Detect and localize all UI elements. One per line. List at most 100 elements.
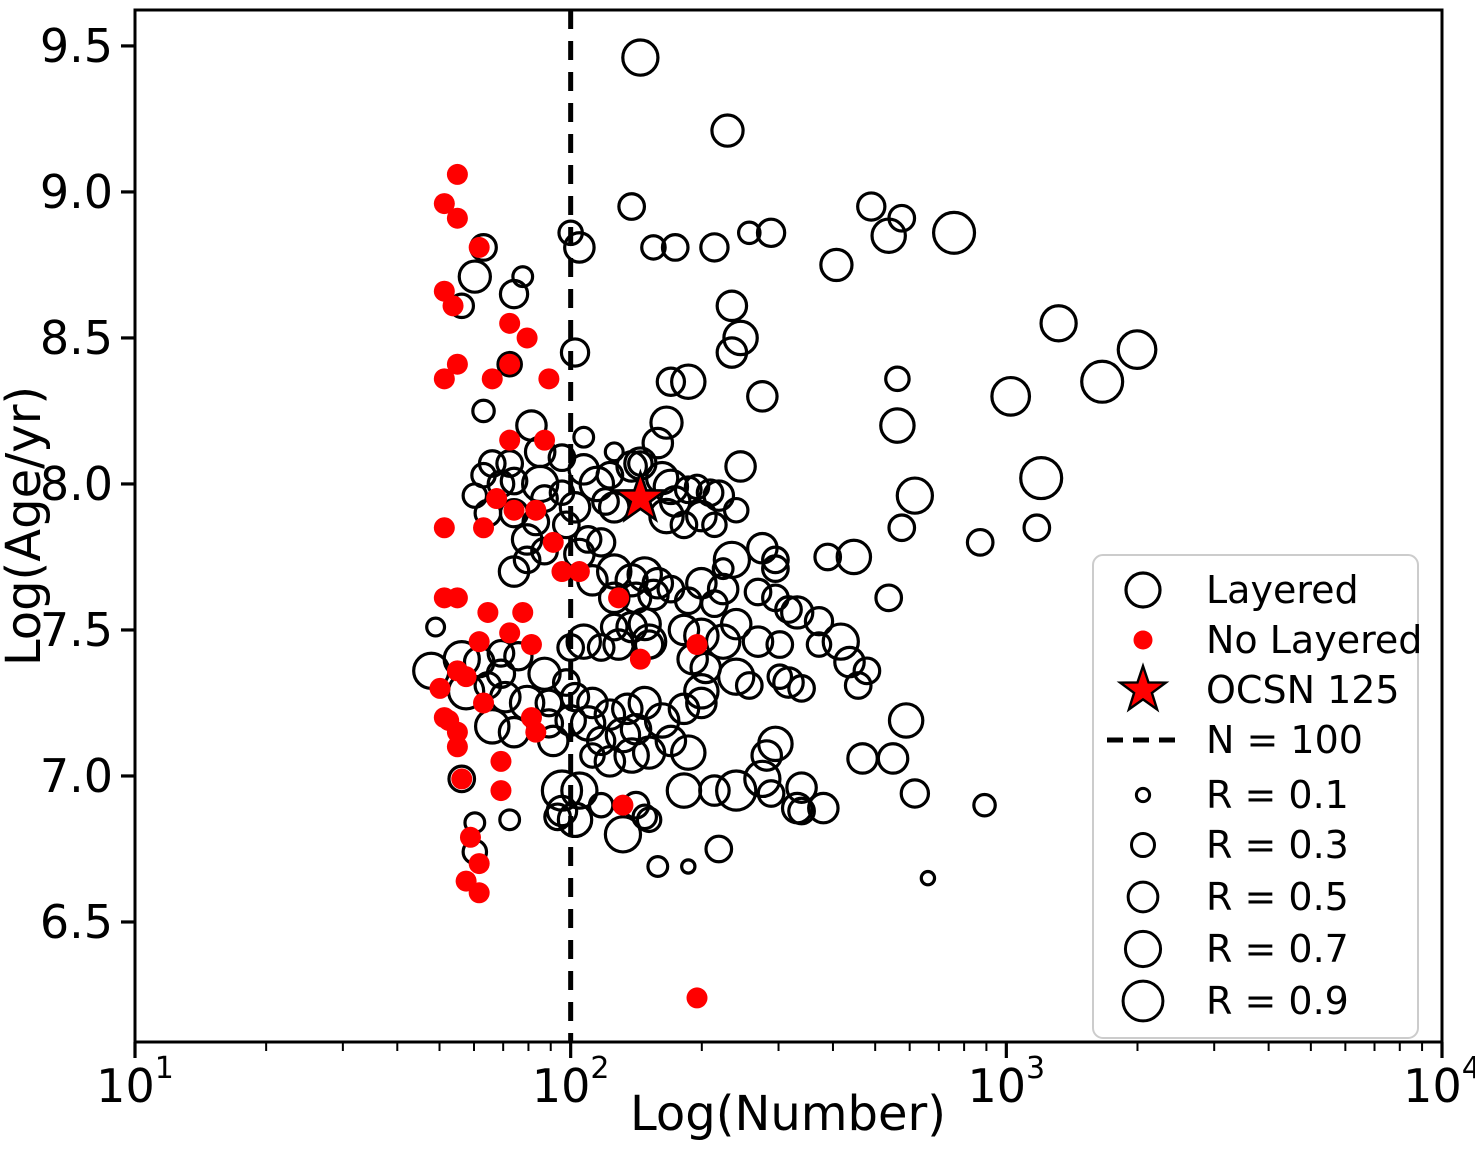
data-point-no-layered	[538, 368, 560, 390]
data-point-layered	[722, 319, 759, 357]
data-point-no-layered	[451, 768, 473, 790]
data-point-layered	[931, 210, 977, 255]
data-point-layered	[879, 407, 916, 444]
data-point-no-layered	[468, 882, 490, 904]
legend-label: N = 100	[1206, 718, 1363, 762]
data-point-layered	[990, 375, 1032, 417]
y-tick-label: 9.0	[40, 165, 113, 219]
data-point-layered	[556, 801, 594, 839]
data-point-no-layered	[433, 193, 455, 215]
data-point-layered	[972, 792, 997, 818]
legend-label: Layered	[1206, 568, 1359, 612]
data-point-layered	[640, 234, 667, 261]
data-point-no-layered	[503, 499, 525, 521]
data-point-layered	[699, 232, 730, 263]
data-point-layered	[586, 633, 616, 662]
data-point-layered	[667, 613, 701, 647]
data-point-layered	[572, 425, 596, 449]
data-point-layered	[567, 453, 601, 486]
data-point-layered	[819, 247, 854, 283]
data-point-layered	[565, 623, 603, 660]
data-point-layered	[870, 217, 907, 254]
data-point-no-layered	[433, 517, 455, 539]
data-point-layered	[660, 233, 690, 262]
data-point-layered	[587, 791, 615, 819]
data-point-layered	[613, 737, 650, 774]
data-point-layered	[670, 734, 707, 771]
data-point-no-layered	[446, 163, 468, 185]
data-point-no-layered	[486, 488, 508, 510]
data-point-no-layered	[455, 666, 477, 688]
data-point-no-layered	[429, 677, 451, 699]
data-point-layered	[602, 628, 635, 661]
data-point-layered	[497, 555, 531, 588]
data-point-layered	[761, 554, 790, 584]
data-point-layered	[899, 778, 931, 809]
data-point-layered	[724, 450, 757, 483]
y-axis-label: Log(Age/yr)	[0, 386, 52, 666]
data-point-layered	[579, 742, 606, 769]
data-point-layered	[473, 708, 511, 745]
data-point-layered	[884, 365, 911, 393]
data-point-layered	[670, 363, 707, 401]
legend-size-marker	[1129, 831, 1157, 859]
data-point-layered	[761, 545, 790, 575]
x-tick-label: 102	[532, 1051, 610, 1113]
axes-frame-layer	[133, 8, 1444, 1044]
legend-layered-marker	[1124, 571, 1162, 609]
legend-label: R = 0.7	[1206, 927, 1349, 971]
data-point-no-layered	[686, 987, 708, 1009]
data-point-layered	[471, 398, 496, 424]
legend-label: No Layered	[1206, 618, 1422, 662]
data-point-no-layered	[629, 648, 651, 670]
data-point-layered	[1039, 304, 1078, 343]
data-point-layered	[486, 638, 516, 668]
data-point-layered	[1022, 513, 1052, 543]
data-point-layered	[560, 771, 599, 810]
data-point-layered	[585, 725, 617, 757]
y-tick-label: 7.0	[40, 749, 113, 803]
data-point-no-layered	[499, 312, 521, 334]
data-point-layered	[843, 671, 873, 700]
data-point-layered	[734, 671, 764, 700]
data-point-layered	[813, 542, 843, 572]
legend-size-marker	[1134, 786, 1152, 804]
data-point-no-layered	[442, 295, 464, 317]
data-point-layered	[741, 625, 775, 658]
data-point-no-layered	[468, 631, 490, 653]
data-point-no-layered	[512, 601, 534, 623]
data-point-layered	[559, 337, 591, 368]
data-point-layered	[702, 479, 736, 512]
data-point-layered	[755, 217, 787, 249]
data-point-layered	[774, 595, 803, 624]
y-tick-label: 8.5	[40, 311, 113, 365]
data-point-no-layered	[473, 517, 495, 539]
legend-label: OCSN 125	[1206, 668, 1400, 712]
legend-label: R = 0.3	[1206, 823, 1349, 867]
data-point-layered	[461, 482, 489, 509]
data-point-layered	[706, 572, 740, 606]
data-point-no-layered	[477, 601, 499, 623]
data-point-layered	[750, 739, 784, 772]
data-point-layered	[846, 742, 879, 775]
data-point-layered	[617, 192, 647, 221]
data-point-layered	[756, 779, 786, 808]
legend-box-layer: Layered No Layered OCSN 125 N = 100 R = 0.1 R…	[1092, 554, 1422, 1039]
data-point-layered	[787, 673, 816, 703]
data-point-no-layered	[499, 622, 521, 644]
data-point-layered	[852, 656, 882, 686]
data-point-layered	[919, 869, 937, 887]
data-point-layered	[711, 557, 735, 581]
data-point-layered	[766, 663, 794, 690]
data-point-no-layered	[612, 794, 634, 816]
ocsn-125-star	[611, 468, 669, 523]
legend-size-marker	[1123, 929, 1163, 969]
data-point-no-layered	[525, 721, 547, 743]
data-point-layered	[698, 774, 731, 807]
legend-label: R = 0.5	[1206, 875, 1349, 919]
data-point-layered	[835, 538, 873, 576]
data-point-layered	[765, 630, 795, 659]
y-tick-label: 8.0	[40, 457, 113, 511]
data-point-layered	[965, 527, 995, 557]
